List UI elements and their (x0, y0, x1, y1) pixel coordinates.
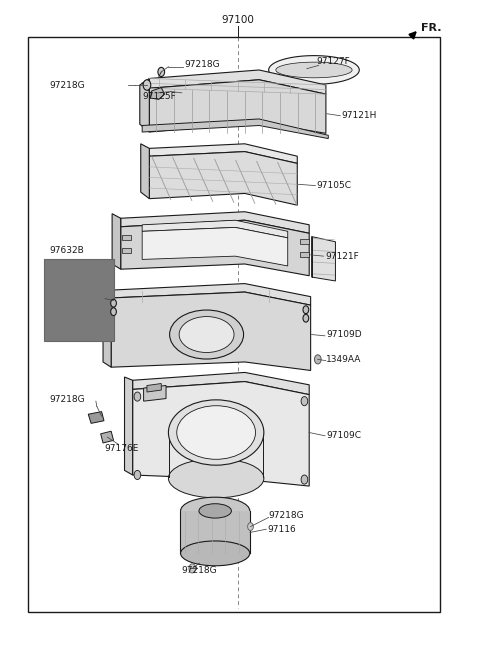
Circle shape (314, 355, 321, 364)
Text: 97218G: 97218G (182, 567, 217, 575)
Polygon shape (149, 80, 326, 133)
Circle shape (301, 475, 308, 484)
Circle shape (134, 392, 141, 401)
Ellipse shape (199, 504, 231, 518)
Polygon shape (180, 511, 250, 554)
Polygon shape (140, 79, 149, 132)
Bar (28, 37, 441, 612)
Circle shape (111, 299, 116, 307)
Polygon shape (142, 228, 288, 266)
Polygon shape (149, 152, 297, 205)
Polygon shape (132, 382, 309, 486)
Text: 97100: 97100 (221, 15, 254, 25)
Text: 97105C: 97105C (316, 181, 351, 190)
Text: 97109C: 97109C (326, 431, 361, 440)
Ellipse shape (179, 317, 234, 352)
Polygon shape (111, 292, 311, 371)
Circle shape (248, 523, 253, 531)
Circle shape (158, 68, 165, 77)
Text: 97109D: 97109D (326, 330, 361, 339)
Circle shape (134, 470, 141, 480)
Text: 97218G: 97218G (184, 60, 220, 70)
Text: 97116: 97116 (267, 525, 296, 534)
Polygon shape (112, 214, 120, 269)
Polygon shape (111, 283, 311, 305)
Polygon shape (276, 62, 352, 78)
Polygon shape (300, 252, 309, 257)
Polygon shape (120, 212, 309, 234)
Text: 97218G: 97218G (49, 81, 85, 89)
Polygon shape (141, 144, 149, 199)
Polygon shape (88, 411, 104, 423)
Polygon shape (101, 431, 114, 443)
Polygon shape (149, 144, 297, 163)
Text: FR.: FR. (421, 22, 442, 33)
Polygon shape (144, 386, 166, 401)
Polygon shape (147, 384, 161, 392)
Polygon shape (269, 56, 360, 85)
Ellipse shape (180, 541, 250, 565)
Text: 97125F: 97125F (142, 92, 176, 100)
Circle shape (111, 308, 116, 316)
Polygon shape (312, 237, 336, 281)
Polygon shape (300, 239, 309, 245)
Polygon shape (121, 248, 131, 253)
Circle shape (301, 397, 308, 405)
Circle shape (303, 306, 309, 314)
Ellipse shape (168, 400, 264, 465)
Text: 97121F: 97121F (325, 252, 359, 260)
Polygon shape (142, 119, 328, 138)
Ellipse shape (168, 459, 264, 498)
Ellipse shape (169, 310, 243, 359)
Text: 97632B: 97632B (49, 247, 84, 255)
Polygon shape (121, 235, 131, 240)
Text: 97121H: 97121H (342, 112, 377, 120)
Polygon shape (103, 285, 111, 367)
Polygon shape (132, 373, 309, 395)
Text: 97127F: 97127F (316, 57, 350, 66)
Text: 97218G: 97218G (49, 396, 85, 404)
Polygon shape (149, 70, 326, 94)
Circle shape (189, 564, 196, 573)
Text: 97176E: 97176E (104, 444, 138, 453)
Bar (44, 259, 114, 341)
Polygon shape (142, 220, 288, 238)
Polygon shape (120, 220, 309, 276)
Circle shape (143, 80, 151, 91)
Text: 1349AA: 1349AA (326, 355, 361, 364)
Polygon shape (124, 377, 132, 475)
Text: 97218G: 97218G (269, 511, 304, 520)
Ellipse shape (180, 497, 250, 525)
Ellipse shape (177, 405, 255, 459)
Polygon shape (150, 88, 165, 99)
Circle shape (303, 314, 309, 322)
